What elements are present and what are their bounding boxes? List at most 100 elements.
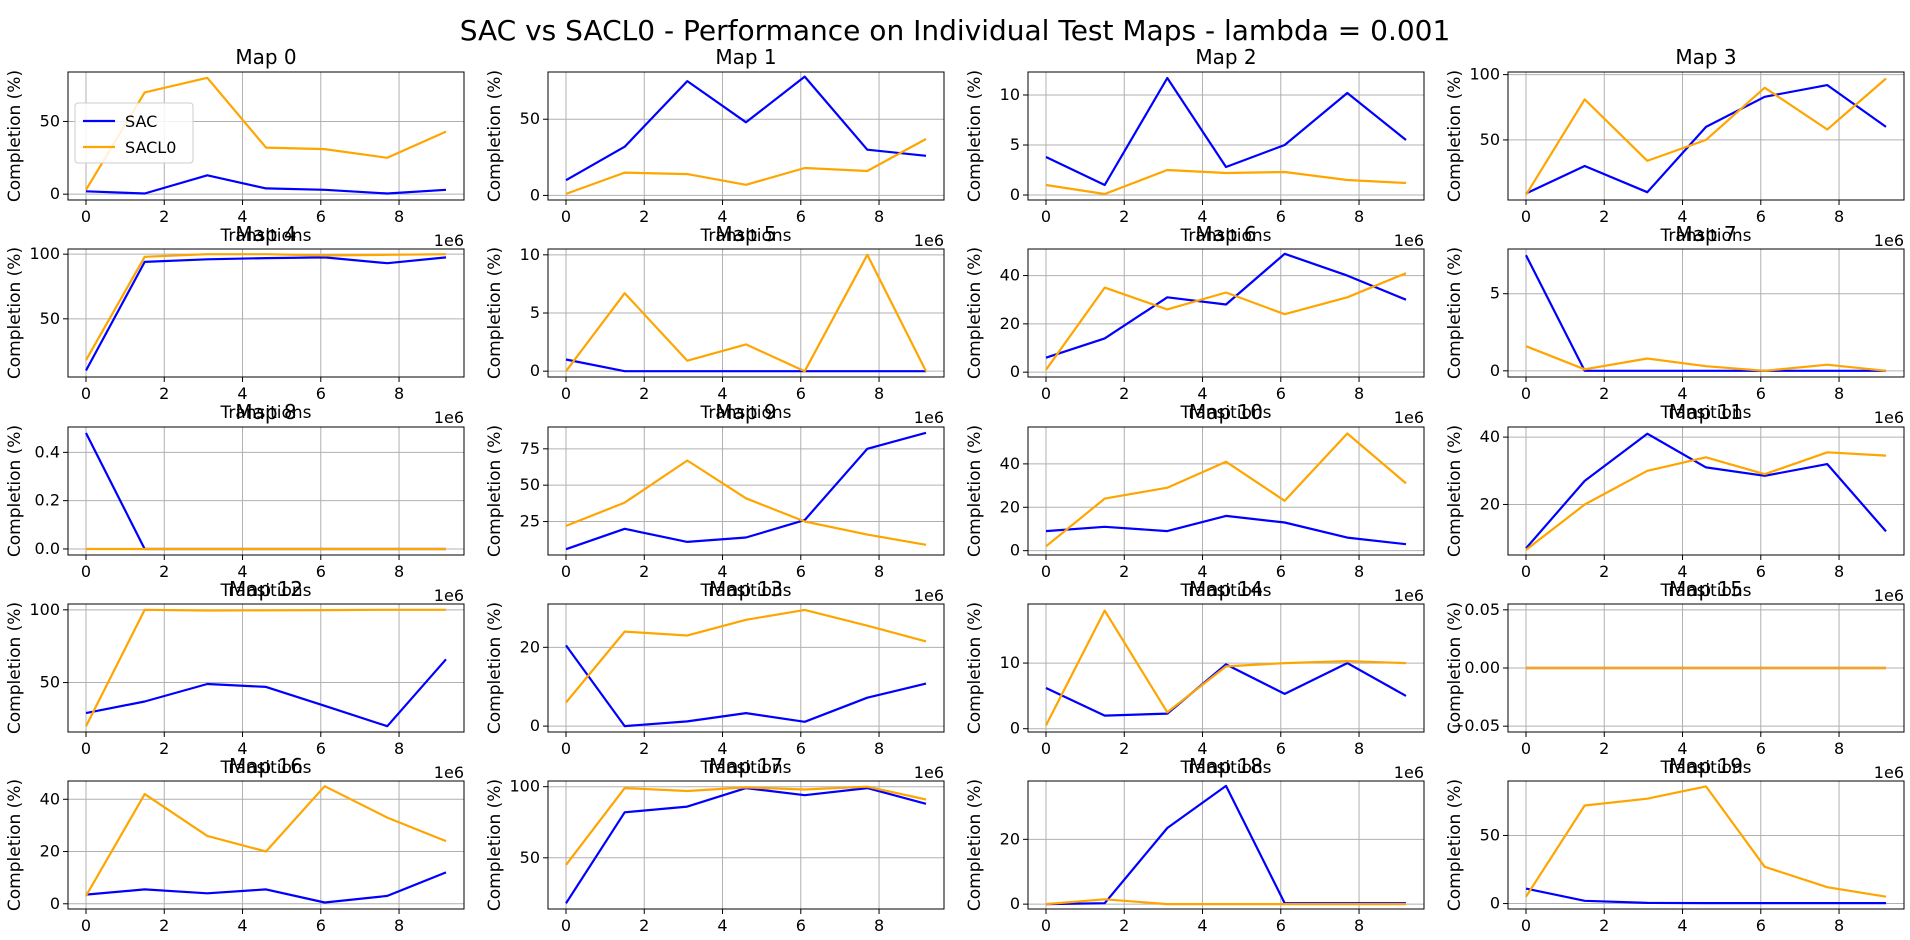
y-tick-label: 0 bbox=[1490, 361, 1500, 380]
x-tick-label: 6 bbox=[1276, 384, 1286, 403]
x-tick-label: 4 bbox=[237, 207, 247, 226]
series-line-sacl0 bbox=[565, 785, 927, 866]
x-tick-label: 2 bbox=[1599, 739, 1609, 758]
x-tick-label: 8 bbox=[1834, 739, 1844, 758]
x-tick-label: 0 bbox=[561, 739, 571, 758]
y-tick-label: 50 bbox=[40, 673, 60, 692]
x-offset-label: 1e6 bbox=[1394, 586, 1424, 605]
x-tick-label: 6 bbox=[316, 739, 326, 758]
y-tick-label: 0 bbox=[1010, 894, 1020, 913]
y-tick-label: 50 bbox=[40, 309, 60, 328]
x-tick-label: 8 bbox=[1834, 207, 1844, 226]
x-offset-label: 1e6 bbox=[914, 763, 944, 782]
subplot-title: Map 1 bbox=[715, 45, 776, 69]
x-tick-label: 6 bbox=[316, 916, 326, 935]
x-axis-label: Transitions bbox=[219, 226, 311, 246]
x-axis-label: Transitions bbox=[699, 758, 791, 778]
x-tick-label: 6 bbox=[316, 207, 326, 226]
y-axis-label: Completion (%) bbox=[965, 247, 985, 379]
x-tick-label: 6 bbox=[316, 562, 326, 581]
subplot-title: Map 15 bbox=[1669, 577, 1743, 601]
y-tick-label: −0.05 bbox=[1451, 716, 1500, 735]
axes-frame bbox=[547, 71, 945, 201]
x-tick-label: 2 bbox=[1119, 384, 1129, 403]
axes-frame bbox=[67, 71, 465, 201]
x-tick-label: 4 bbox=[1677, 916, 1687, 935]
y-tick-label: 0.05 bbox=[1464, 600, 1500, 619]
y-axis-label: Completion (%) bbox=[485, 70, 505, 202]
subplot-title: Map 10 bbox=[1189, 400, 1263, 424]
axes-frame bbox=[1507, 780, 1905, 910]
x-axis-label: Transitions bbox=[1179, 758, 1271, 778]
series-line-sacl0 bbox=[1525, 77, 1887, 196]
series-line-sacl0 bbox=[565, 608, 927, 704]
series-line-sacl0 bbox=[1045, 272, 1407, 371]
subplot-map-8: 0 2 4 6 8 0.0 0.2 0.4 Completion (%) Transitions 1… bbox=[5, 400, 465, 605]
y-axis-label: Completion (%) bbox=[1445, 425, 1465, 557]
x-axis-label: Transitions bbox=[699, 403, 791, 423]
x-offset-label: 1e6 bbox=[1874, 231, 1904, 250]
subplot-title: Map 16 bbox=[229, 754, 303, 778]
x-tick-label: 2 bbox=[159, 384, 169, 403]
x-tick-label: 4 bbox=[1677, 207, 1687, 226]
x-tick-label: 4 bbox=[1197, 739, 1207, 758]
x-tick-label: 0 bbox=[1041, 207, 1051, 226]
x-axis-label: Transitions bbox=[1179, 581, 1271, 601]
y-axis-label: Completion (%) bbox=[965, 602, 985, 734]
x-tick-label: 4 bbox=[237, 562, 247, 581]
series-line-sacl0 bbox=[1045, 432, 1407, 548]
x-tick-label: 8 bbox=[1354, 384, 1364, 403]
series-line-sac bbox=[1525, 83, 1887, 195]
x-tick-label: 4 bbox=[1197, 207, 1207, 226]
x-tick-label: 4 bbox=[717, 207, 727, 226]
axes-frame bbox=[1507, 71, 1905, 201]
y-tick-label: 10 bbox=[1000, 85, 1020, 104]
x-tick-label: 0 bbox=[81, 916, 91, 935]
y-tick-label: 0 bbox=[1010, 719, 1020, 738]
series-line-sacl0 bbox=[85, 608, 446, 727]
axes-frame bbox=[67, 426, 465, 556]
y-axis-label: Completion (%) bbox=[1445, 70, 1465, 202]
subplot-map-9: 0 2 4 6 8 25 50 75 Completion (%) Transitions 1e6 M… bbox=[485, 400, 945, 605]
x-tick-label: 8 bbox=[1834, 916, 1844, 935]
y-tick-label: 75 bbox=[520, 439, 540, 458]
x-offset-label: 1e6 bbox=[914, 231, 944, 250]
subplot-title: Map 14 bbox=[1189, 577, 1263, 601]
x-tick-label: 8 bbox=[1834, 562, 1844, 581]
x-tick-label: 6 bbox=[796, 562, 806, 581]
x-tick-label: 4 bbox=[1677, 562, 1687, 581]
series-line-sacl0 bbox=[1525, 345, 1887, 372]
x-tick-label: 4 bbox=[717, 562, 727, 581]
y-tick-label: 0.4 bbox=[35, 442, 60, 461]
subplot-title: Map 17 bbox=[709, 754, 783, 778]
x-tick-label: 8 bbox=[1354, 207, 1364, 226]
x-tick-label: 2 bbox=[1599, 207, 1609, 226]
series-line-sacl0 bbox=[565, 138, 927, 195]
x-tick-label: 0 bbox=[81, 384, 91, 403]
axes-frame bbox=[1507, 248, 1905, 378]
series-line-sac bbox=[85, 256, 447, 372]
y-tick-label: 40 bbox=[1480, 427, 1500, 446]
y-tick-label: 20 bbox=[1000, 829, 1020, 848]
subplot-title: Map 11 bbox=[1669, 400, 1743, 424]
subplot-title: Map 18 bbox=[1189, 754, 1263, 778]
y-axis-label: Completion (%) bbox=[485, 602, 505, 734]
series-line-sac bbox=[1045, 252, 1407, 359]
y-tick-label: 5 bbox=[1490, 284, 1500, 303]
series-line-sac bbox=[565, 644, 927, 728]
x-tick-label: 0 bbox=[1041, 562, 1051, 581]
x-offset-label: 1e6 bbox=[914, 586, 944, 605]
y-tick-label: 0 bbox=[1010, 185, 1020, 204]
y-tick-label: 20 bbox=[40, 842, 60, 861]
x-tick-label: 2 bbox=[1119, 562, 1129, 581]
subplot-map-2: 0 2 4 6 8 0 5 10 Completion (%) Transitions 1e6 Map… bbox=[965, 45, 1425, 250]
subplot-map-18: 0 2 4 6 8 0 20 Completion (%) Map 18 bbox=[965, 754, 1425, 935]
x-tick-label: 2 bbox=[1599, 562, 1609, 581]
x-tick-label: 6 bbox=[1276, 207, 1286, 226]
x-tick-label: 2 bbox=[1599, 916, 1609, 935]
subplot-title: Map 8 bbox=[235, 400, 296, 424]
x-tick-label: 2 bbox=[639, 384, 649, 403]
series-line-sac bbox=[1525, 432, 1887, 550]
